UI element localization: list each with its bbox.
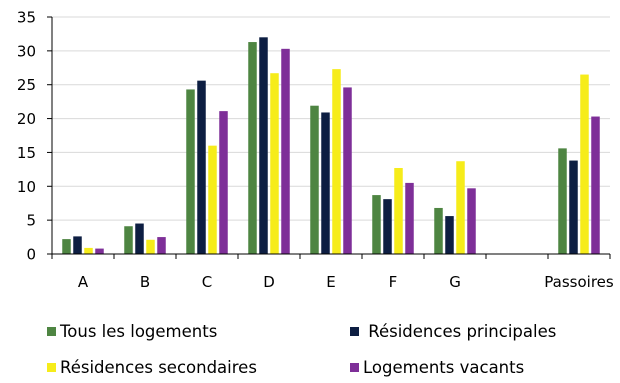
bar [467,188,476,254]
bar [372,195,381,254]
bar [124,226,133,254]
x-tick-label: C [202,273,212,291]
bar [157,237,166,254]
bar [321,112,330,254]
x-tick-label: E [326,273,335,291]
bar [405,182,414,254]
bar [208,145,217,254]
bar [332,69,341,254]
x-tick-label: B [140,273,150,291]
bar [146,239,155,254]
y-tick-label: 25 [17,76,36,94]
bar [591,116,600,254]
bar [383,199,392,254]
bar [270,73,279,255]
bar [62,239,71,254]
bar [95,248,104,254]
bar [73,236,82,254]
x-tick-label: G [449,273,461,291]
bar [558,148,567,254]
y-tick-label: 30 [17,42,36,60]
bar [281,48,290,254]
axes [47,16,611,259]
bar [219,111,228,254]
y-tick-label: 10 [17,178,36,196]
bar [569,160,578,254]
x-tick-label: Passoires [544,273,614,291]
bar [580,74,589,254]
bar [248,42,257,254]
y-tick-label: 15 [17,144,36,162]
y-tick-label: 0 [26,246,36,264]
bar [456,161,465,254]
bar [259,37,268,254]
bars [62,37,600,255]
x-tick-label: A [78,273,89,291]
y-tick-labels: 0 5 10 15 20 25 30 35 [17,9,36,264]
x-tick-label: D [263,273,275,291]
y-tick-label: 20 [17,110,36,128]
y-tick-label: 5 [26,212,36,230]
bar [343,87,352,255]
y-tick-label: 35 [17,9,36,27]
bar [84,247,93,254]
gridlines [52,16,610,221]
bar [135,223,144,254]
bar [186,89,195,254]
bar [434,207,443,254]
x-tick-labels: A B C D E F G Passoires [78,273,614,291]
bar [445,216,454,254]
bar [197,80,206,254]
bar [310,105,319,254]
x-tick-label: F [389,273,398,291]
bar [394,168,403,254]
